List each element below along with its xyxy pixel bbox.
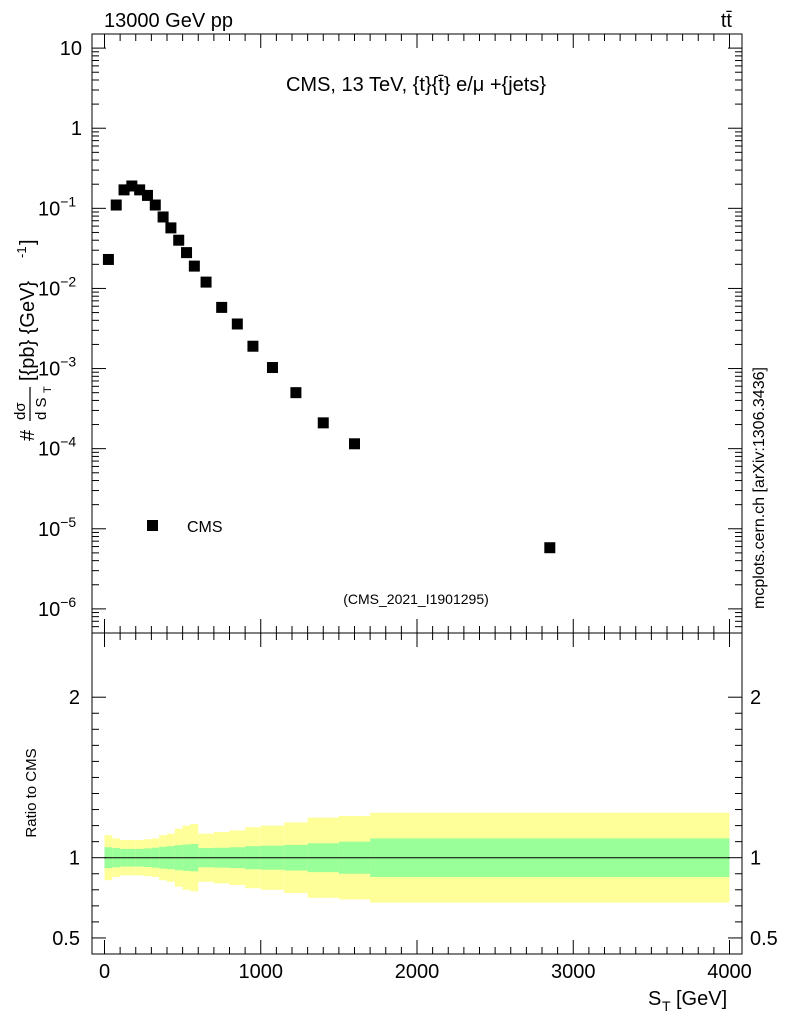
main-axis-ticks: [92, 34, 742, 634]
ylabel-numerator: dσ: [12, 402, 29, 420]
ratio-y-tick-label-right: 2: [750, 687, 761, 709]
data-point: [126, 180, 138, 192]
data-point: [247, 340, 259, 352]
xlabel-sub: T: [662, 998, 671, 1014]
data-point: [102, 253, 114, 265]
data-point: [200, 276, 212, 288]
data-point: [349, 438, 360, 450]
watermark-analysis-id: (CMS_2021_I1901295): [343, 591, 489, 607]
ratio-frame: [91, 632, 743, 955]
data-point: [173, 234, 185, 246]
legend-marker: [147, 520, 158, 531]
ratio-y-tick-label-right: 1: [750, 848, 761, 870]
ylabel-unit: [{pb} {GeV}: [17, 281, 39, 381]
ylabel-prefix: #: [17, 429, 39, 441]
data-points: [102, 180, 556, 554]
data-point: [118, 184, 130, 196]
main-y-tick-label: 10−5: [38, 514, 76, 541]
header-process-label: 13000 GeV pp: [104, 10, 233, 32]
main-y-tick-label: 10: [60, 38, 82, 60]
ratio-y-tick-label: 2: [69, 687, 80, 709]
x-tick-label: 4000: [707, 961, 752, 983]
data-point: [134, 184, 146, 196]
ratio-y-tick-label-right: 0.5: [750, 928, 778, 950]
legend: CMS: [147, 519, 223, 536]
ylabel-unit-sup: -1: [14, 246, 29, 258]
ylabel-denominator: d S: [33, 397, 50, 420]
xlabel-main: S: [648, 988, 661, 1010]
data-point: [317, 417, 329, 429]
main-y-tick-label: 10−1: [38, 193, 76, 220]
data-point: [188, 260, 200, 272]
main-y-tick-labels: 10 1 10−1 10−2 10−3 10−4 10−5 10−6: [38, 38, 82, 621]
ratio-panel: 2 2 1 1 0.5 0.5 0 1000 2000 3000 4000 Ratio to CMS…: [23, 632, 778, 1014]
data-point: [290, 387, 302, 399]
main-y-axis-label: # dσ d S T [{pb} {GeV} -1 ]: [12, 239, 54, 441]
side-source-label: mcplots.cern.ch [arXiv:1306.3436]: [751, 367, 768, 609]
ratio-tick-labels: 2 2 1 1 0.5 0.5 0 1000 2000 3000 4000: [52, 687, 778, 983]
x-tick-label: 0: [99, 961, 110, 983]
data-point: [231, 318, 243, 330]
legend-label-cms: CMS: [187, 519, 223, 536]
data-point: [266, 362, 278, 374]
ratio-y-tick-label: 1: [69, 848, 80, 870]
main-frame: [91, 33, 743, 634]
data-point: [165, 222, 177, 234]
ylabel-unit-close: ]: [17, 239, 39, 245]
data-point: [149, 199, 161, 211]
main-y-tick-label: 10−6: [38, 594, 76, 621]
header-final-state-label: tt̄: [721, 10, 733, 32]
data-point: [141, 189, 153, 201]
data-point: [157, 211, 169, 223]
data-point: [181, 247, 193, 259]
x-tick-label: 1000: [239, 961, 284, 983]
ratio-axis-ticks: [92, 633, 742, 954]
data-point: [544, 542, 556, 554]
main-y-tick-label: 10−4: [38, 434, 76, 461]
ratio-y-tick-label: 0.5: [52, 928, 80, 950]
main-y-tick-label: 10−2: [38, 273, 76, 300]
main-y-tick-label: 10−3: [38, 354, 76, 381]
xlabel-unit: [GeV]: [676, 988, 727, 1010]
ratio-y-axis-label: Ratio to CMS: [23, 748, 40, 837]
x-axis-label: S T [GeV]: [648, 988, 727, 1014]
ylabel-denominator-sub: T: [42, 386, 54, 393]
data-point: [110, 199, 122, 211]
x-tick-label: 2000: [395, 961, 440, 983]
main-y-tick-label: 1: [71, 118, 82, 140]
main-plot-title: CMS, 13 TeV, {t}{t̄} e/μ +{jets}: [286, 74, 546, 96]
x-tick-label: 3000: [551, 961, 596, 983]
data-point: [216, 301, 228, 313]
main-panel: 10 1 10−1 10−2 10−3 10−4 10−5 10−6 CMS, 13 TeV,…: [12, 33, 743, 634]
